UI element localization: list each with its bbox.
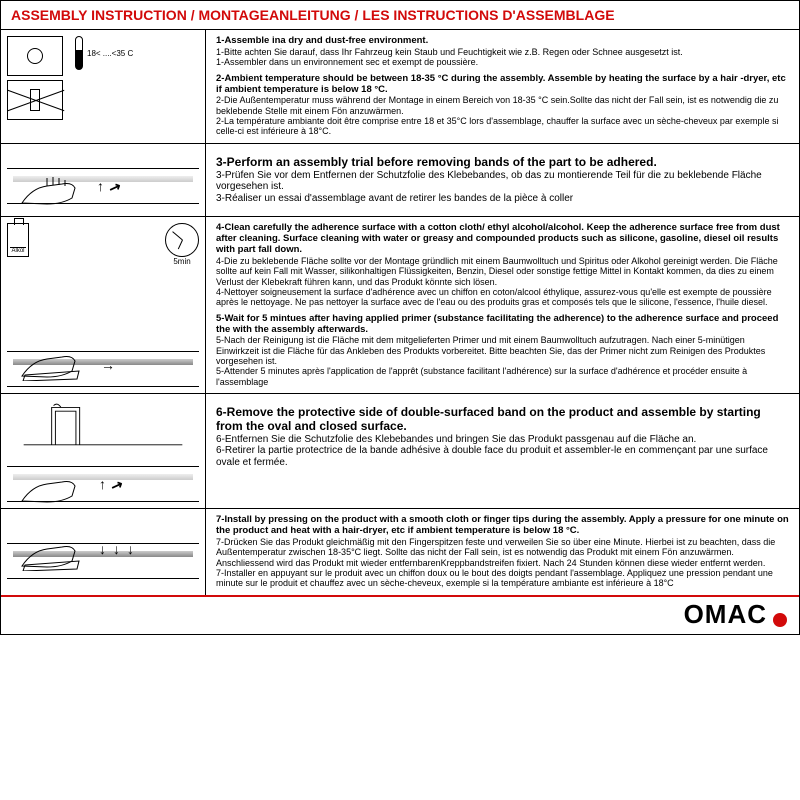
alcohol-bottle-icon: Alkol <box>7 223 29 257</box>
thermometer-icon <box>75 36 83 70</box>
text-step-6: 6-Remove the protective side of double-s… <box>206 394 799 508</box>
no-spray-icon <box>7 80 63 120</box>
arrow-icon: ↑ <box>97 178 104 194</box>
footer: OMAC <box>1 597 799 634</box>
text-step-7: 7-Install by pressing on the product wit… <box>206 509 799 595</box>
step2-de: 2-Die Außentemperatur muss während der M… <box>216 95 789 116</box>
instruction-sheet: ASSEMBLY INSTRUCTION / MONTAGEANLEITUNG … <box>0 0 800 635</box>
page-title: ASSEMBLY INSTRUCTION / MONTAGEANLEITUNG … <box>1 1 799 30</box>
row-step-7: ↓ ↓ ↓ 7-Install by pressing on the produ… <box>1 509 799 597</box>
arrow-icon: ↑ <box>99 476 106 492</box>
arrow-down-icon: ↓ <box>113 541 120 557</box>
clock-label: 5min <box>165 257 199 266</box>
sun-icon <box>7 36 63 76</box>
hand-press-icon <box>17 531 87 571</box>
brand-dot-icon <box>773 613 787 627</box>
step6-fr: 6-Retirer la partie protectrice de la ba… <box>216 445 789 468</box>
peel-tape-icon <box>7 400 199 456</box>
step5-fr: 5-Attender 5 minutes après l'application… <box>216 366 789 387</box>
arrow-down-icon: ↓ <box>99 541 106 557</box>
step1-de: 1-Bitte achten Sie darauf, dass Ihr Fahr… <box>216 47 789 57</box>
illustration-trial: ↑ ↗ <box>1 144 206 216</box>
text-step-3: 3-Perform an assembly trial before remov… <box>206 144 799 216</box>
illustration-clean: Alkol 5min → <box>1 217 206 393</box>
clock-icon <box>165 223 199 257</box>
step1-en: 1-Assemble ina dry and dust-free environ… <box>216 36 789 47</box>
step4-fr: 4-Nettoyer soigneusement la surface d'ad… <box>216 287 789 308</box>
brand-logo: OMAC <box>684 599 767 630</box>
step3-en: 3-Perform an assembly trial before remov… <box>216 156 789 170</box>
hand-icon <box>17 168 87 208</box>
step3-fr: 3-Réaliser un essai d'assemblage avant d… <box>216 193 789 205</box>
row-step-4-5: Alkol 5min → 4-Clean carefully the adh <box>1 217 799 394</box>
illustration-press: ↓ ↓ ↓ <box>1 509 206 595</box>
step4-de: 4-Die zu beklebende Fläche sollte vor de… <box>216 256 789 287</box>
row-step-6: ↑ ↗ 6-Remove the protective side of doub… <box>1 394 799 509</box>
text-step-1-2: 1-Assemble ina dry and dust-free environ… <box>206 30 799 143</box>
hand-wipe-icon <box>17 341 87 381</box>
illustration-peel: ↑ ↗ <box>1 394 206 508</box>
step6-de: 6-Entfernen Sie die Schutzfolie des Kleb… <box>216 434 789 446</box>
step2-en: 2-Ambient temperature should be between … <box>216 74 789 96</box>
step4-en: 4-Clean carefully the adherence surface … <box>216 223 789 256</box>
step7-en: 7-Install by pressing on the product wit… <box>216 515 789 537</box>
illustration-environment: 18< ....<35 C <box>1 30 206 143</box>
step1-fr: 1-Assembler dans un environnement sec et… <box>216 57 789 67</box>
arrow-right-icon: → <box>101 357 115 373</box>
step7-fr: 7-Installer en appuyant sur le produit a… <box>216 568 789 589</box>
row-step-1-2: 18< ....<35 C 1-Assemble ina dry and dus… <box>1 30 799 144</box>
text-step-4-5: 4-Clean carefully the adherence surface … <box>206 217 799 393</box>
step6-en: 6-Remove the protective side of double-s… <box>216 406 789 434</box>
row-step-3: ↑ ↗ 3-Perform an assembly trial before r… <box>1 144 799 217</box>
hand-icon <box>17 466 87 506</box>
step5-en: 5-Wait for 5 mintues after having applie… <box>216 314 789 336</box>
step3-de: 3-Prüfen Sie vor dem Entfernen der Schut… <box>216 170 789 193</box>
arrow-down-icon: ↓ <box>127 541 134 557</box>
step7-de: 7-Drücken Sie das Produkt gleichmäßig mi… <box>216 537 789 568</box>
step5-de: 5-Nach der Reinigung ist die Fläche mit … <box>216 335 789 366</box>
alcohol-label: Alkol <box>10 247 26 254</box>
step2-fr: 2-La température ambiante doit être comp… <box>216 116 789 137</box>
temperature-range: 18< ....<35 C <box>87 49 133 58</box>
